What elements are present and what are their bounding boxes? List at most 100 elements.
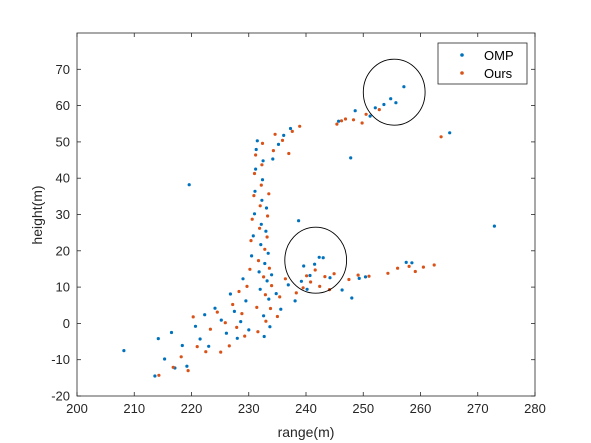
data-point-ours: [235, 325, 239, 329]
data-point-omp: [263, 261, 267, 266]
x-tick-label: 270: [467, 401, 489, 416]
data-point-omp: [257, 270, 261, 274]
data-point-ours: [267, 192, 271, 196]
data-point-ours: [240, 312, 244, 316]
data-point-omp: [394, 101, 398, 105]
data-point-omp: [402, 85, 406, 89]
data-point-ours: [179, 355, 183, 359]
data-point-omp: [163, 357, 167, 361]
data-point-ours: [275, 314, 279, 319]
data-point-omp: [302, 264, 306, 268]
data-point-omp: [253, 189, 257, 193]
data-point-omp: [276, 142, 281, 146]
data-point-ours: [364, 112, 368, 116]
data-point-omp: [232, 309, 236, 313]
data-point-omp: [382, 102, 386, 107]
data-point-ours: [356, 273, 360, 277]
legend-label-ours: Ours: [484, 66, 513, 81]
x-tick-label: 220: [181, 401, 203, 416]
y-tick-label: 10: [56, 280, 70, 295]
data-point-ours: [243, 334, 247, 338]
data-point-ours: [223, 321, 227, 325]
y-tick-label: 40: [56, 171, 70, 186]
data-point-ours: [283, 277, 287, 281]
x-tick-label: 280: [524, 401, 546, 416]
legend-marker-ours: [460, 71, 464, 75]
data-point-ours: [208, 327, 212, 331]
data-point-ours: [252, 194, 256, 198]
data-point-omp: [252, 212, 257, 216]
data-point-omp: [259, 243, 263, 247]
data-point-ours: [256, 330, 260, 334]
data-point-omp: [262, 314, 266, 318]
data-point-ours: [347, 277, 351, 282]
data-point-omp: [353, 109, 357, 113]
plot-area: [76, 32, 536, 397]
data-point-omp: [271, 157, 275, 161]
data-point-omp: [193, 324, 198, 328]
data-point-omp: [410, 261, 414, 265]
data-point-omp: [270, 273, 274, 277]
data-point-ours: [413, 269, 417, 274]
y-tick-label: 30: [56, 207, 70, 222]
data-point-ours: [421, 265, 425, 269]
data-point-omp: [363, 275, 368, 279]
data-point-ours: [227, 344, 231, 348]
data-point-omp: [260, 178, 265, 182]
data-point-ours: [305, 274, 309, 278]
data-point-omp: [313, 262, 317, 266]
data-point-omp: [198, 337, 202, 341]
data-point-ours: [263, 247, 267, 251]
data-point-ours: [267, 266, 271, 270]
x-tick-label: 200: [66, 401, 88, 416]
data-point-omp: [349, 156, 353, 160]
data-point-omp: [228, 292, 232, 296]
data-point-ours: [377, 108, 381, 112]
data-point-omp: [350, 296, 354, 300]
data-point-ours: [367, 274, 371, 278]
data-point-omp: [492, 224, 496, 228]
legend-label-omp: OMP: [484, 48, 514, 63]
data-point-ours: [258, 226, 262, 230]
data-point-omp: [373, 106, 377, 110]
x-tick-label: 230: [238, 401, 260, 416]
data-point-ours: [273, 132, 277, 136]
data-point-ours: [231, 302, 235, 307]
data-point-ours: [204, 350, 208, 354]
y-axis-label: height(m): [29, 185, 45, 244]
data-point-omp: [328, 276, 332, 280]
highlight-circles: [284, 58, 426, 294]
data-point-omp: [260, 198, 264, 202]
data-point-omp: [224, 331, 228, 335]
data-point-omp: [203, 313, 207, 317]
data-point-ours: [339, 119, 344, 123]
data-point-omp: [185, 364, 189, 368]
data-point-ours: [432, 263, 436, 267]
data-point-omp: [265, 279, 269, 283]
data-point-omp: [321, 256, 325, 260]
data-point-omp: [241, 277, 245, 281]
data-point-omp: [389, 97, 393, 101]
legend: OMP Ours: [437, 42, 528, 85]
data-point-ours: [186, 369, 190, 373]
data-point-omp: [357, 276, 361, 280]
data-point-ours: [386, 271, 390, 275]
axis-ticks: 200 210 220 230 240 250 260 270 280 -20 -10 0 10 20 30…: [51, 33, 546, 416]
data-point-omp: [293, 299, 297, 303]
data-point-ours: [351, 118, 356, 122]
data-point-omp: [180, 343, 184, 348]
data-point-omp: [368, 114, 372, 118]
data-point-ours: [249, 239, 253, 243]
data-point-ours: [335, 122, 339, 126]
data-point-omp: [250, 254, 254, 258]
data-point-omp: [213, 306, 217, 310]
x-tick-label: 210: [123, 401, 145, 416]
data-point-ours: [360, 121, 364, 125]
data-point-ours: [318, 284, 322, 288]
data-point-omp: [255, 139, 259, 143]
data-point-omp: [187, 183, 191, 187]
data-point-omp: [448, 131, 452, 135]
x-tick-label: 240: [295, 401, 317, 416]
data-point-omp: [207, 344, 211, 348]
